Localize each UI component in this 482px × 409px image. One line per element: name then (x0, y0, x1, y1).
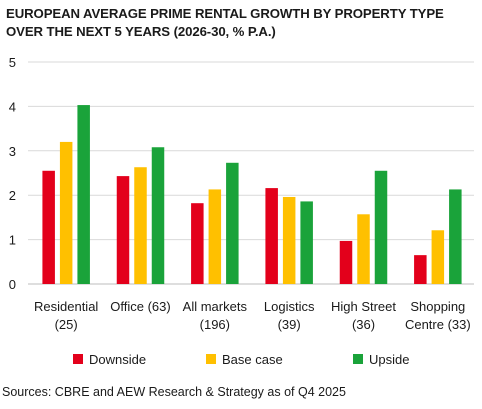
chart-title: EUROPEAN AVERAGE PRIME RENTAL GROWTH BY … (6, 6, 444, 39)
bar-base-case (134, 167, 147, 284)
bar-base-case (282, 196, 296, 284)
x-axis-labels: Residential (25) Office (63) All markets (19… (34, 299, 471, 332)
legend-label: Base case (222, 352, 283, 367)
x-tick-label: Residential (34, 299, 98, 314)
y-axis-ticks: 0 1 2 3 4 5 (9, 55, 16, 292)
bar-downside (265, 188, 278, 284)
legend-swatch (206, 354, 216, 364)
bar-upside (151, 147, 165, 284)
x-tick-label: High Street (331, 299, 396, 314)
bar-upside (374, 170, 388, 284)
x-tick-label: Centre (33) (405, 317, 471, 332)
bar-downside (191, 203, 204, 284)
x-tick-label: (25) (55, 317, 78, 332)
bar-base-case (59, 141, 73, 284)
gridlines (28, 61, 474, 285)
legend-swatch (353, 354, 363, 364)
x-tick-label: Logistics (264, 299, 315, 314)
x-tick-label: Office (63) (110, 299, 170, 314)
bar-downside (116, 176, 130, 284)
y-tick-label: 0 (9, 277, 16, 292)
bar-base-case (431, 230, 445, 284)
bar-upside (226, 162, 239, 284)
bar-base-case (357, 214, 370, 284)
bar-downside (42, 170, 55, 284)
y-tick-label: 3 (9, 144, 16, 159)
bar-downside (339, 240, 353, 284)
legend-label: Downside (89, 352, 146, 367)
y-tick-label: 1 (9, 233, 16, 248)
bar-base-case (208, 189, 222, 284)
bar-upside (77, 105, 90, 285)
bar-upside (449, 189, 462, 284)
bar-downside (414, 255, 427, 284)
x-tick-label: Shopping (410, 299, 465, 314)
x-tick-label: (39) (278, 317, 301, 332)
y-tick-label: 4 (9, 99, 16, 114)
legend-swatch (73, 354, 83, 364)
x-tick-label: (196) (200, 317, 230, 332)
x-tick-label: All markets (183, 299, 248, 314)
y-tick-label: 2 (9, 188, 16, 203)
bars (42, 105, 462, 285)
y-tick-label: 5 (9, 55, 16, 70)
source-note: Sources: CBRE and AEW Research & Strateg… (2, 385, 346, 399)
legend: Downside Base case Upside (73, 352, 409, 367)
legend-label: Upside (369, 352, 409, 367)
x-tick-label: (36) (352, 317, 375, 332)
bar-upside (300, 201, 313, 284)
